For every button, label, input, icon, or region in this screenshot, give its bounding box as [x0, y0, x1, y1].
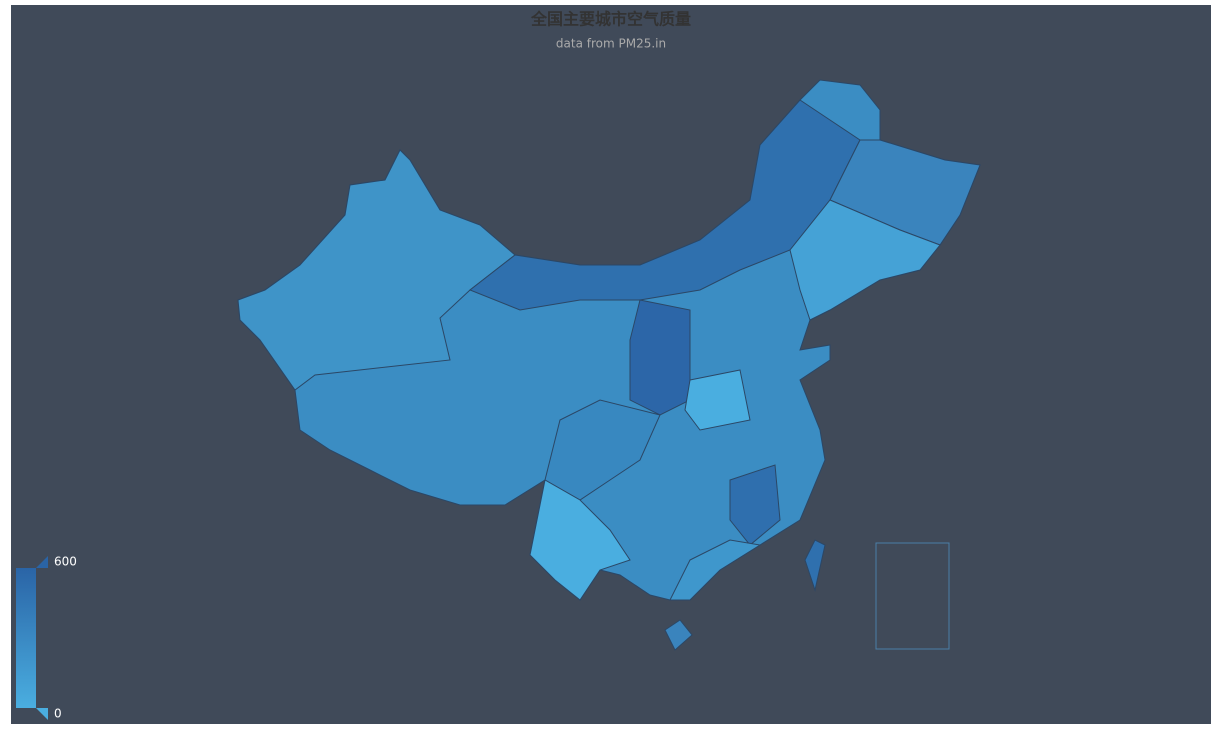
region [237, 149, 516, 391]
subtitle: data from PM25.in [556, 37, 666, 51]
visual-map-min-label: 0 [54, 707, 62, 721]
region [789, 199, 941, 321]
map [237, 79, 981, 651]
region [684, 369, 751, 431]
visual-map-max-label: 600 [54, 555, 77, 569]
title: 全国主要城市空气质量 [530, 10, 691, 29]
region [669, 539, 762, 601]
visual-map-handle [36, 708, 48, 720]
visual-map: 600 0 [16, 555, 77, 721]
region [729, 464, 781, 546]
region [529, 479, 631, 601]
south-sea-box [875, 542, 950, 650]
visual-map-bar [16, 568, 36, 708]
region [629, 299, 691, 416]
region [469, 99, 861, 311]
region [804, 539, 826, 592]
region [544, 399, 661, 501]
region [664, 619, 693, 651]
visual-map-handle [36, 556, 48, 568]
